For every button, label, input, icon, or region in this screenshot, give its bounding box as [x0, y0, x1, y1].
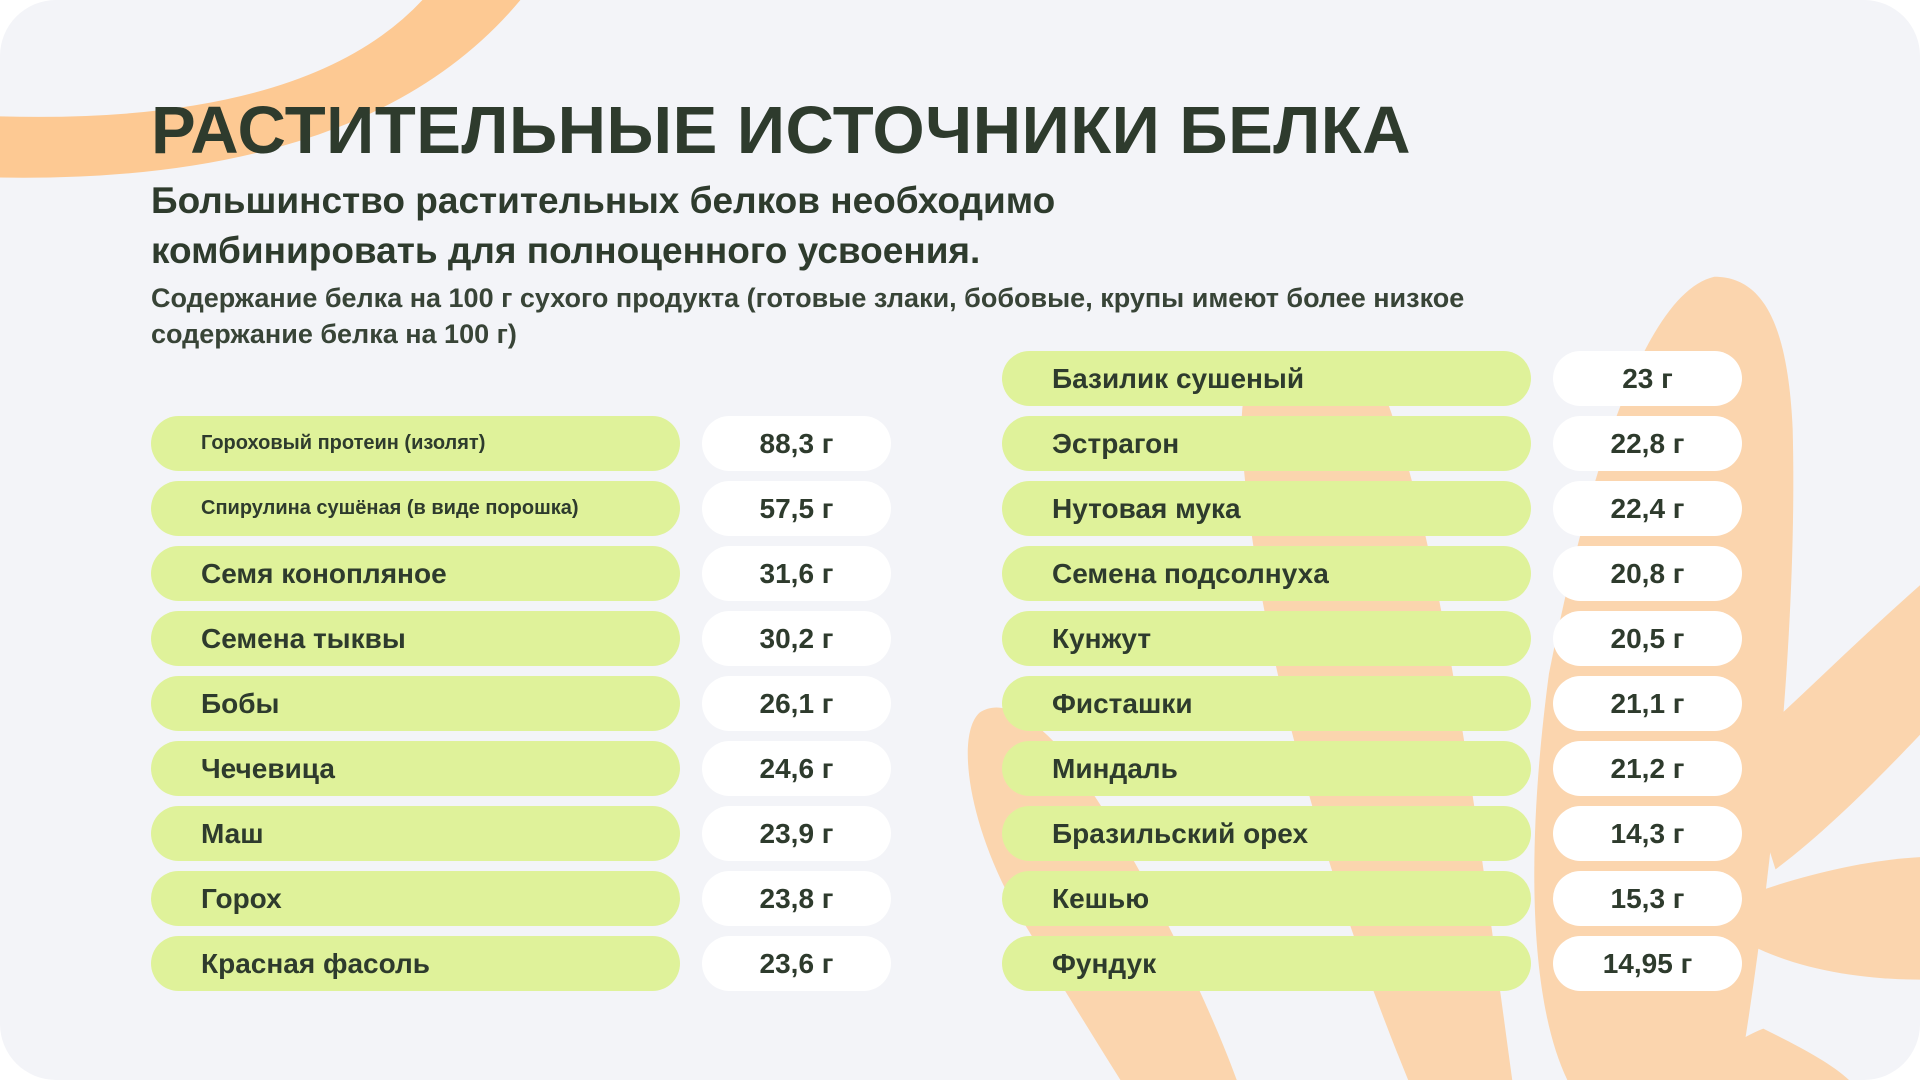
protein-value: 14,3 г [1553, 806, 1742, 861]
product-name: Фисташки [1002, 676, 1531, 731]
protein-value: 31,6 г [702, 546, 891, 601]
product-name: Горох [151, 871, 680, 926]
product-name: Семена тыквы [151, 611, 680, 666]
page-title: РАСТИТЕЛЬНЫЕ ИСТОЧНИКИ БЕЛКА [151, 93, 1412, 168]
protein-value: 26,1 г [702, 676, 891, 731]
protein-value: 23,9 г [702, 806, 891, 861]
protein-value: 23 г [1553, 351, 1742, 406]
protein-value: 22,8 г [1553, 416, 1742, 471]
decor-petal-bottom [1689, 1028, 1849, 1080]
product-name: Нутовая мука [1002, 481, 1531, 536]
product-name: Кешью [1002, 871, 1531, 926]
decor-petal-right-up [1738, 585, 1920, 870]
protein-value: 22,4 г [1553, 481, 1742, 536]
note: Содержание белка на 100 г сухого продукт… [151, 283, 1465, 349]
protein-value: 21,1 г [1553, 676, 1742, 731]
protein-value: 88,3 г [702, 416, 891, 471]
product-name: Чечевица [151, 741, 680, 796]
subtitle: Большинство растительных белков необходи… [151, 180, 1056, 271]
product-name: Эстрагон [1002, 416, 1531, 471]
product-name: Базилик сушеный [1002, 351, 1531, 406]
product-name: Бобы [151, 676, 680, 731]
product-name: Маш [151, 806, 680, 861]
protein-value: 14,95 г [1553, 936, 1742, 991]
product-name: Семя конопляное [151, 546, 680, 601]
protein-value: 24,6 г [702, 741, 891, 796]
product-name: Спирулина сушёная (в виде порошка) [151, 481, 680, 536]
protein-value: 21,2 г [1553, 741, 1742, 796]
product-name: Бразильский орех [1002, 806, 1531, 861]
protein-value: 23,6 г [702, 936, 891, 991]
product-name: Семена подсолнуха [1002, 546, 1531, 601]
product-name: Фундук [1002, 936, 1531, 991]
protein-value: 20,5 г [1553, 611, 1742, 666]
product-name: Гороховый протеин (изолят) [151, 416, 680, 471]
decor-arc [0, 0, 521, 178]
product-name: Миндаль [1002, 741, 1531, 796]
protein-value: 23,8 г [702, 871, 891, 926]
product-name: Кунжут [1002, 611, 1531, 666]
protein-value: 57,5 г [702, 481, 891, 536]
product-name: Красная фасоль [151, 936, 680, 991]
decor-petal-right [1751, 857, 1920, 980]
protein-value: 30,2 г [702, 611, 891, 666]
protein-value: 15,3 г [1553, 871, 1742, 926]
protein-value: 20,8 г [1553, 546, 1742, 601]
